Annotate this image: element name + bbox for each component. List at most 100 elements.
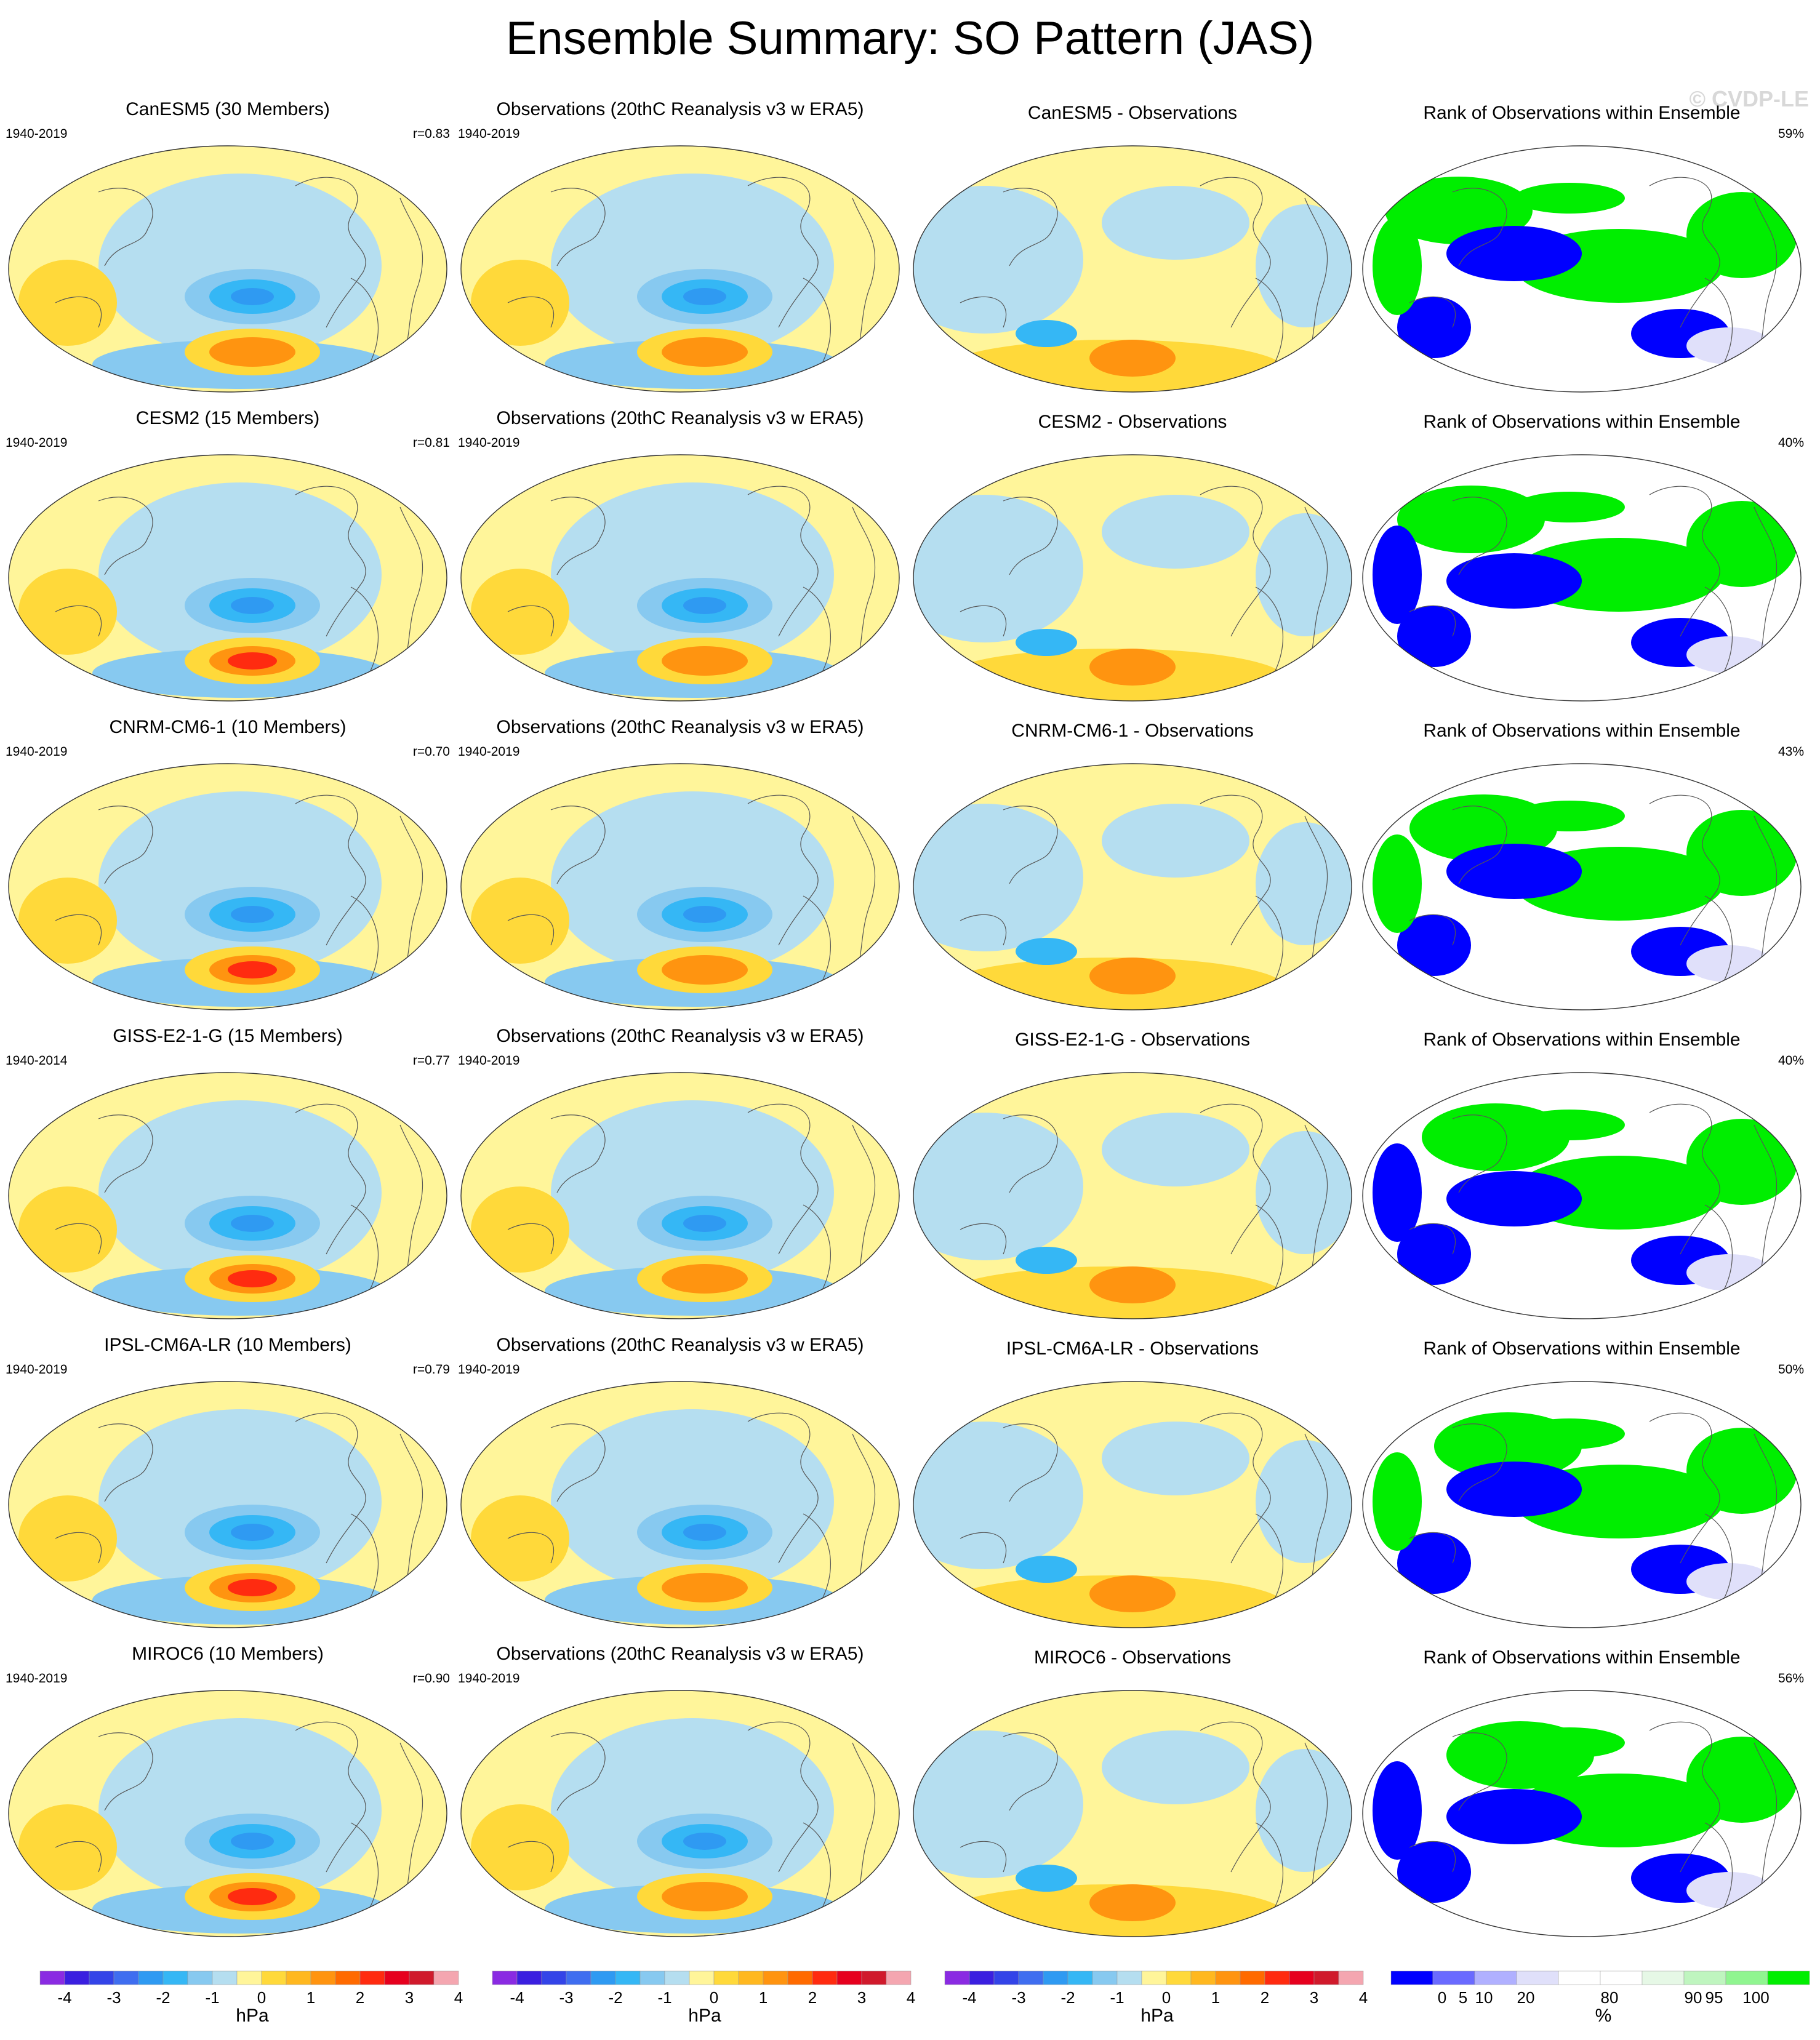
colorbar-box bbox=[944, 1970, 970, 1985]
coastline bbox=[1003, 1732, 1058, 1811]
colorbar-box bbox=[187, 1970, 213, 1985]
rank-region bbox=[1446, 1171, 1582, 1226]
pattern-correlation: r=0.79 bbox=[412, 1362, 450, 1377]
colorbar-tick-label: 3 bbox=[405, 1988, 414, 2007]
rank-region bbox=[1446, 1462, 1582, 1517]
colorbar-tick-label: 3 bbox=[1310, 1988, 1318, 2007]
coastline bbox=[550, 806, 606, 884]
map-fill bbox=[9, 1382, 447, 1628]
colorbar-tick-label: 0 bbox=[710, 1988, 718, 2007]
colorbar-box bbox=[236, 1970, 262, 1985]
colorbar-box bbox=[1092, 1970, 1118, 1985]
colorbar-box bbox=[1289, 1970, 1315, 1985]
colorbar-box bbox=[1166, 1970, 1192, 1985]
field-contour bbox=[18, 569, 117, 655]
coastline bbox=[1649, 794, 1720, 946]
map-outline bbox=[460, 763, 900, 1010]
rank-percent: 59% bbox=[1778, 127, 1804, 141]
colorbar-box bbox=[993, 1970, 1019, 1985]
panel-title: MIROC6 (10 Members) bbox=[132, 1644, 324, 1664]
coastline bbox=[1409, 914, 1456, 946]
field-contour bbox=[18, 1186, 117, 1273]
rank-region bbox=[1397, 606, 1471, 667]
rank-region bbox=[1373, 1143, 1422, 1242]
colorbar-rank-label: % bbox=[1595, 2006, 1612, 2026]
colorbar-tick-label: 1 bbox=[1211, 1988, 1220, 2007]
panel-rank-4: Rank of Observations within Ensemble 40% bbox=[1357, 1025, 1806, 1333]
field-contour bbox=[551, 1100, 834, 1285]
panel-diff-4: GISS-E2-1-G - Observations bbox=[908, 1025, 1357, 1333]
map-diff-6 bbox=[913, 1690, 1352, 1937]
rank-region bbox=[1686, 192, 1797, 278]
field-contour bbox=[1102, 1113, 1249, 1186]
colorbar-box bbox=[89, 1970, 114, 1985]
colorbar-tick-label: 100 bbox=[1742, 1988, 1769, 2007]
panel-title: CESM2 (15 Members) bbox=[135, 408, 320, 428]
coastline bbox=[295, 794, 366, 946]
field-contour bbox=[913, 1422, 1083, 1569]
panel-obs-1: Observations (20thC Reanalysis v3 w ERA5… bbox=[455, 98, 905, 406]
pattern-correlation: r=0.90 bbox=[412, 1671, 450, 1686]
field-contour bbox=[551, 482, 834, 667]
field-contour bbox=[1256, 1131, 1352, 1254]
field-contour bbox=[471, 569, 569, 655]
field-contour bbox=[1016, 1556, 1077, 1583]
rank-percent: 56% bbox=[1778, 1671, 1804, 1686]
coastline bbox=[960, 605, 1007, 637]
field-contour bbox=[683, 906, 726, 923]
coastline bbox=[350, 586, 379, 674]
coastline bbox=[803, 1513, 831, 1601]
map-rank-5 bbox=[1362, 1381, 1802, 1628]
coastline bbox=[1409, 605, 1456, 637]
panel-title: GISS-E2-1-G (15 Members) bbox=[113, 1026, 343, 1046]
field-contour bbox=[98, 174, 382, 358]
coastline bbox=[747, 177, 819, 328]
field-contour bbox=[662, 1573, 748, 1602]
field-contour bbox=[551, 1409, 834, 1594]
map-fill bbox=[9, 455, 447, 701]
colorbar-tick-label: 0 bbox=[1162, 1988, 1171, 2007]
rank-region bbox=[1514, 1727, 1625, 1758]
map-outline bbox=[913, 1381, 1352, 1628]
field-contour bbox=[228, 1888, 277, 1905]
colorbar-tick-label: 1 bbox=[759, 1988, 768, 2007]
rank-region bbox=[1397, 914, 1471, 976]
field-contour bbox=[18, 878, 117, 964]
coastline bbox=[507, 1532, 555, 1564]
colorbar-box bbox=[359, 1970, 385, 1985]
coastline bbox=[1200, 1103, 1271, 1255]
field-contour bbox=[98, 1718, 382, 1903]
colorbar-obs-bar: -4 -3 -2 -1 0 1 2 3 4 bbox=[492, 1970, 915, 2007]
panel-title: CNRM-CM6-1 - Observations bbox=[1011, 721, 1254, 741]
colorbar-box bbox=[787, 1970, 813, 1985]
coastline bbox=[960, 1841, 1007, 1873]
coastline bbox=[1003, 1114, 1058, 1193]
field-contour bbox=[551, 791, 834, 976]
rank-region bbox=[1446, 844, 1582, 899]
colorbar-tick-label: 20 bbox=[1517, 1988, 1535, 2007]
field-contour bbox=[471, 1186, 569, 1273]
colorbar-box bbox=[1767, 1970, 1810, 1985]
colorbar-box bbox=[1141, 1970, 1167, 1985]
field-contour bbox=[1016, 320, 1077, 347]
panel-diff-1: CanESM5 - Observations bbox=[908, 98, 1357, 406]
field-contour bbox=[228, 1270, 277, 1287]
field-contour bbox=[98, 1100, 382, 1285]
coastline bbox=[350, 1513, 379, 1601]
field-contour bbox=[1256, 204, 1352, 327]
field-contour bbox=[231, 1524, 274, 1541]
colorbar-rank: 0 5 10 20 80 90 95 100 % bbox=[1379, 1966, 1820, 2040]
coastline bbox=[295, 1721, 366, 1873]
coastline bbox=[747, 1412, 819, 1564]
colorbar-box bbox=[615, 1970, 641, 1985]
coastline bbox=[1649, 1103, 1720, 1255]
panel-model-5: IPSL-CM6A-LR (10 Members) 1940-2019 r=0.79 bbox=[3, 1334, 452, 1642]
coastline bbox=[507, 296, 555, 328]
colorbar-box bbox=[113, 1970, 139, 1985]
rank-percent: 40% bbox=[1778, 1054, 1804, 1068]
panel-title: CanESM5 - Observations bbox=[1027, 103, 1238, 123]
map-diff-3 bbox=[913, 763, 1352, 1010]
field-contour bbox=[662, 337, 748, 367]
colorbar-box bbox=[639, 1970, 665, 1985]
map-outline bbox=[460, 145, 900, 393]
